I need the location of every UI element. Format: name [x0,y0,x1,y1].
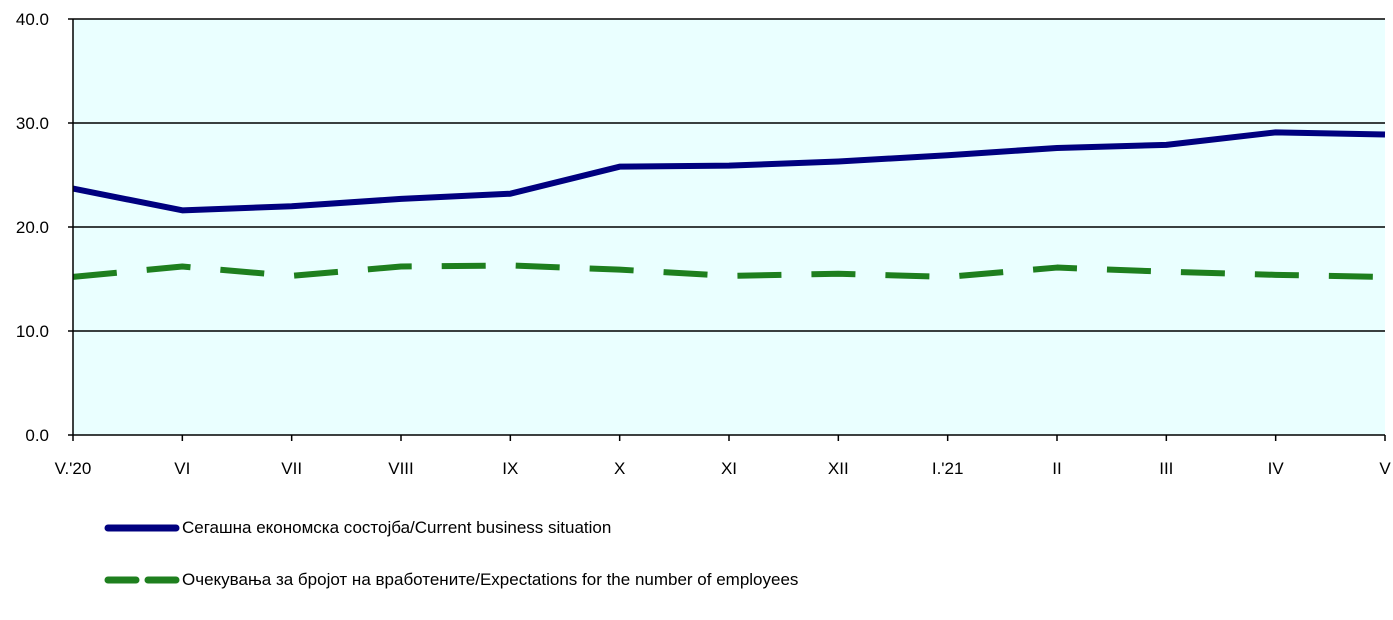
y-tick-label-2: 20.0 [16,218,49,237]
y-tick-label-4: 40.0 [16,10,49,29]
x-tick-label-1: VI [174,459,190,478]
x-tick-label-0: V.'20 [55,459,92,478]
x-tick-label-4: IX [502,459,518,478]
y-tick-label-1: 10.0 [16,322,49,341]
x-tick-label-10: III [1159,459,1173,478]
x-tick-label-2: VII [281,459,302,478]
axes [68,18,1386,441]
y-tick-labels: 0.0 10.0 20.0 30.0 40.0 [16,10,49,445]
x-tick-label-8: I.'21 [932,459,964,478]
x-tick-labels: V.'20 VI VII VIII IX X XI XII I.'21 II III IV V [55,459,1392,478]
series-line-0 [72,129,1386,214]
legend-label-current-business-situation: Сегашна економска состојба/Current busin… [182,518,612,537]
x-tick-label-7: XII [828,459,849,478]
x-tick-label-5: X [614,459,625,478]
y-tick-label-0: 0.0 [25,426,49,445]
legend-label-expectations-employees: Очекувања за бројот на вработените/Expec… [182,570,799,589]
x-tick-label-11: IV [1268,459,1285,478]
gridlines [73,18,1385,332]
x-tick-label-3: VIII [388,459,414,478]
x-tick-label-9: II [1052,459,1061,478]
legend-item-current-business-situation: Сегашна економска состојба/Current busin… [104,516,798,540]
legend-swatch-solid-line [104,524,180,532]
legend: Сегашна економска состојба/Current busin… [104,516,798,620]
line-chart: 0.010.020.030.040.0 V.'20 VI VII VIII IX X XI X… [16,10,1392,478]
legend-swatch-dashed-line [104,576,180,584]
x-tick-label-12: V [1379,459,1391,478]
legend-item-expectations-employees: Очекувања за бројот на вработените/Expec… [104,568,798,592]
x-tick-label-6: XI [721,459,737,478]
series-layer [72,129,1386,280]
y-tick-label-3: 30.0 [16,114,49,133]
